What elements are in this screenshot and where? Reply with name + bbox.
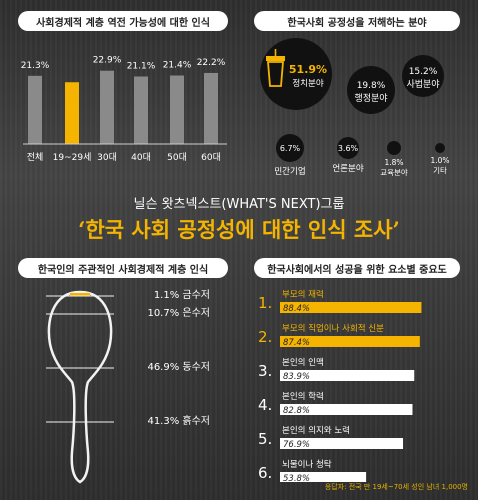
spoon-icon	[47, 290, 113, 484]
category-label: 40대	[131, 152, 151, 163]
bar	[134, 76, 148, 144]
bubble	[276, 134, 304, 162]
rank-number: 5.	[258, 430, 272, 448]
data-label: 22.2%	[197, 58, 226, 68]
factor-bar	[280, 404, 413, 415]
factor-bar	[280, 336, 420, 347]
bubble-value: 3.6%	[338, 144, 359, 153]
category-label: 50대	[167, 152, 187, 163]
factor-value: 53.8%	[283, 474, 310, 482]
bar	[100, 70, 114, 144]
factor-name: 뇌물이나 청탁	[282, 459, 332, 470]
category-label: 60대	[201, 152, 221, 163]
bubble-name: 교육분야	[380, 167, 408, 177]
spoon-value: 10.7% 은수저	[147, 307, 210, 319]
spoon-chart: 1.1% 금수저 10.7% 은수저 46.9% 동수저 41.3% 흙수저	[46, 289, 210, 484]
data-label: 21.4%	[163, 61, 192, 71]
mobility-section-title: 사회경제적 계층 역전 가능성에 대한 인식	[18, 11, 228, 31]
bubble-name: 행정분야	[354, 92, 387, 104]
bubble-value: 1.0%	[430, 156, 449, 165]
bubble-value: 51.9%	[289, 63, 327, 76]
rank-number: 2.	[258, 328, 272, 346]
success-section-title: 한국사회에서의 성공을 위한 요소별 중요도	[254, 258, 460, 278]
rank-number: 1.	[258, 294, 272, 312]
bubble-value: 1.8%	[384, 158, 403, 167]
bubble	[387, 141, 401, 155]
bubble-name: 언론분야	[332, 163, 363, 174]
factor-value: 82.8%	[283, 406, 310, 416]
survey-subtitle: 닐슨 왓츠넥스트(WHAT'S NEXT)그룹	[133, 197, 345, 212]
factor-value: 76.9%	[283, 440, 310, 450]
factor-name: 부모의 재력	[282, 289, 324, 300]
data-label: 22.9%	[93, 56, 122, 66]
respondents-footnote: 응답자: 전국 만 19세~70세 성인 남녀 1,000명	[324, 483, 468, 491]
bubble	[347, 66, 395, 114]
category-label: 19~29세	[53, 152, 92, 163]
fairness-bubble-chart: 51.9% 정치분야 19.8%행정분야 15.2% 사법분야 6.7% 민간기업 3.6% 언…	[260, 38, 450, 177]
rank-number: 6.	[258, 464, 272, 482]
bubble-value: 15.2%	[409, 67, 438, 77]
fairness-section-title: 한국사회 공정성을 저해하는 분야	[254, 11, 460, 31]
bubble	[337, 137, 359, 159]
factor-bar	[280, 438, 404, 449]
factor-name: 부모의 직업이나 사회적 신분	[282, 323, 384, 334]
podium-top	[266, 56, 285, 61]
rank-number: 3.	[258, 362, 272, 380]
rank-number: 4.	[258, 396, 272, 414]
gold-portion	[70, 293, 90, 296]
bubble	[435, 143, 445, 153]
bubble-value: 6.7%	[280, 144, 301, 153]
success-factor-chart: 1. 부모의 재력 88.4% 2. 부모의 직업이나 사회적 신분 87.4% 3. 본인의…	[258, 289, 422, 482]
data-label: 21.1%	[127, 61, 156, 71]
bubble	[402, 55, 444, 97]
factor-value: 88.4%	[283, 304, 310, 314]
data-label: 21.3%	[21, 61, 50, 71]
category-label: 전체	[27, 152, 44, 163]
bubble-name: 기타	[433, 166, 447, 175]
factor-name: 본인의 의지와 노력	[282, 425, 350, 436]
factor-bar	[280, 472, 367, 482]
factor-value: 87.4%	[283, 338, 310, 348]
bubble-name: 민간기업	[274, 166, 305, 177]
factor-bar	[280, 370, 415, 381]
factor-bar	[280, 302, 422, 313]
bubble-name: 정치분야	[292, 78, 323, 89]
spoon-value: 41.3% 흙수저	[147, 414, 210, 427]
bar	[65, 82, 79, 144]
bar	[204, 72, 218, 144]
survey-title: ‘한국 사회 공정성에 대한 인식 조사’	[78, 217, 400, 242]
bar	[170, 75, 184, 144]
bar	[28, 75, 42, 144]
bubble-value: 19.8%	[357, 81, 386, 91]
factor-value: 83.9%	[283, 372, 310, 382]
podium-icon	[266, 49, 285, 87]
mobility-bar-chart: 21.3%전체19.3%19~29세22.9%30대21.1%40대21.4%5…	[21, 56, 227, 163]
podium-body	[267, 61, 284, 87]
bubble-name: 사법분야	[406, 79, 439, 90]
spoon-value: 1.1% 금수저	[154, 289, 210, 301]
spoon-value: 46.9% 동수저	[147, 361, 210, 373]
spoon-section-title: 한국인의 주관적인 사회경제적 계층 인식	[18, 258, 228, 278]
factor-name: 본인의 인맥	[282, 357, 324, 368]
factor-name: 본인의 학력	[282, 391, 324, 402]
category-label: 30대	[97, 152, 117, 163]
